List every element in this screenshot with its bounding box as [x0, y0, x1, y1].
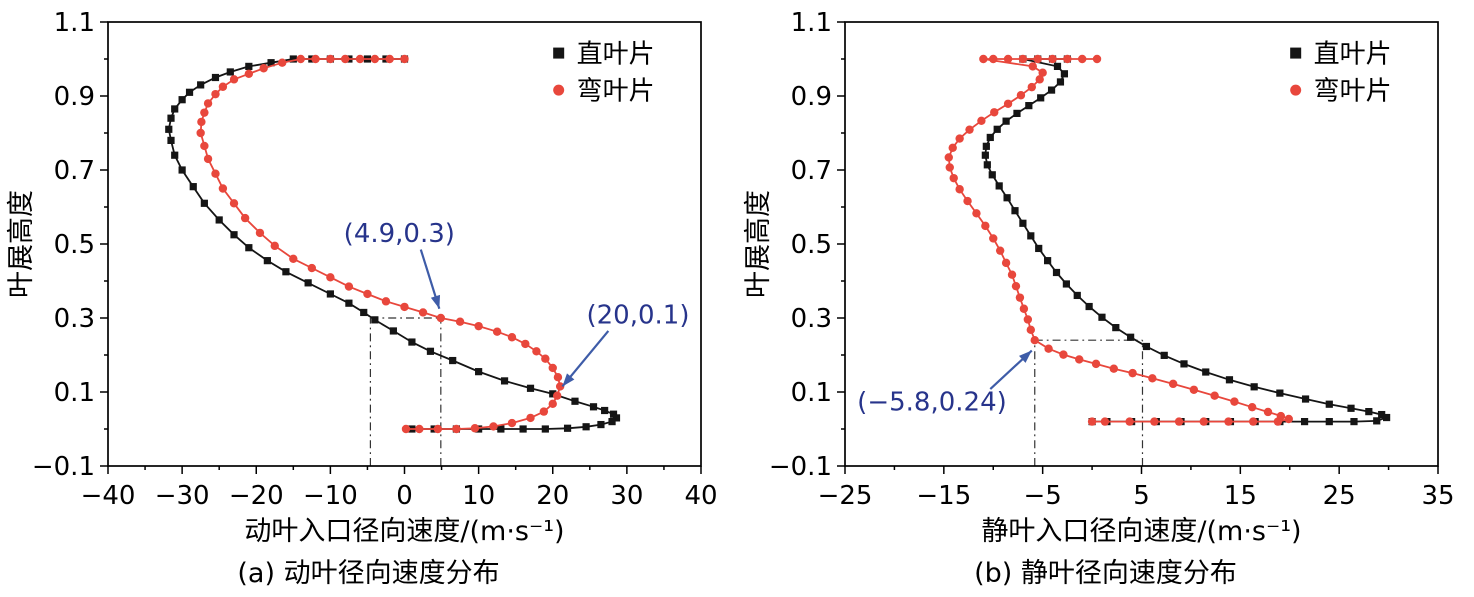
- svg-text:−25: −25: [818, 481, 873, 511]
- chart-a: −40 −30 −20 −10 0 10 20 30 40 −0.1 0.1 0.3 0.5 0.7 0.9…: [6, 8, 718, 589]
- legend-label: 直叶片: [577, 40, 655, 70]
- y-axis-title: 叶展高度: [743, 190, 774, 298]
- guide-lines: [1034, 339, 1144, 466]
- annotation-text: (4.9,0.3): [344, 219, 455, 249]
- svg-text:−20: −20: [229, 481, 284, 511]
- svg-text:0.5: 0.5: [791, 230, 832, 260]
- guide-lines: [369, 317, 442, 466]
- svg-text:0.7: 0.7: [54, 156, 95, 186]
- legend-label: 弯叶片: [577, 77, 655, 107]
- x-axis-labels: −40 −30 −20 −10 0 10 20 30 40: [81, 481, 718, 511]
- svg-text:40: 40: [684, 481, 717, 511]
- y-axis: [100, 21, 108, 467]
- annotation: (20,0.1): [561, 300, 690, 388]
- annotation-text: (20,0.1): [587, 300, 690, 330]
- svg-text:0.1: 0.1: [54, 378, 95, 408]
- series-straight-blade: [981, 55, 1391, 426]
- legend-marker-circle: [553, 84, 565, 96]
- chart-a-caption: (a) 动叶径向速度分布: [237, 558, 500, 589]
- svg-text:0.3: 0.3: [791, 304, 832, 334]
- svg-text:1.1: 1.1: [54, 8, 95, 38]
- annotation: (−5.8,0.24): [857, 349, 1033, 417]
- svg-text:−0.1: −0.1: [769, 452, 832, 482]
- svg-text:−15: −15: [916, 481, 971, 511]
- y-axis: [837, 21, 845, 467]
- series-bent-blade: [196, 54, 565, 434]
- series-bent-blade: [944, 54, 1293, 426]
- svg-text:5: 5: [1133, 481, 1150, 511]
- x-axis-title: 动叶入口径向速度/(m·s⁻¹): [244, 516, 564, 547]
- svg-text:−40: −40: [81, 481, 136, 511]
- svg-text:10: 10: [462, 481, 495, 511]
- chart-b-canvas: −25 −15 −5 5 15 25 35 −0.1 0.1 0.3 0.5 0.7 0.9 1.1 静叶入…: [743, 8, 1455, 547]
- svg-text:35: 35: [1421, 481, 1454, 511]
- x-axis-title: 静叶入口径向速度/(m·s⁻¹): [981, 516, 1301, 547]
- x-axis-labels: −25 −15 −5 5 15 25 35: [818, 481, 1455, 511]
- y-axis-title: 叶展高度: [6, 190, 37, 298]
- svg-text:0.7: 0.7: [791, 156, 832, 186]
- svg-text:−10: −10: [303, 481, 358, 511]
- svg-text:0.5: 0.5: [54, 230, 95, 260]
- svg-text:−5: −5: [1024, 481, 1062, 511]
- svg-text:0: 0: [396, 481, 413, 511]
- svg-text:25: 25: [1323, 481, 1356, 511]
- legend-label: 弯叶片: [1314, 77, 1392, 107]
- svg-text:15: 15: [1224, 481, 1257, 511]
- svg-text:30: 30: [610, 481, 643, 511]
- svg-text:−30: −30: [155, 481, 210, 511]
- svg-text:0.1: 0.1: [791, 378, 832, 408]
- chart-a-canvas: −40 −30 −20 −10 0 10 20 30 40 −0.1 0.1 0.3 0.5 0.7 0.9…: [6, 8, 718, 547]
- legend-marker-circle: [1290, 84, 1302, 96]
- annotation-text: (−5.8,0.24): [857, 387, 1007, 417]
- chart-b: −25 −15 −5 5 15 25 35 −0.1 0.1 0.3 0.5 0.7 0.9 1.1 静叶入…: [737, 0, 1474, 597]
- svg-text:0.9: 0.9: [791, 82, 832, 112]
- svg-text:1.1: 1.1: [791, 8, 832, 38]
- svg-text:20: 20: [536, 481, 569, 511]
- legend-marker-square: [1290, 47, 1302, 59]
- y-axis-labels: −0.1 0.1 0.3 0.5 0.7 0.9 1.1: [769, 8, 832, 482]
- series-straight-blade: [165, 55, 621, 433]
- svg-text:0.9: 0.9: [54, 82, 95, 112]
- x-axis: [844, 466, 1439, 474]
- legend-label: 直叶片: [1314, 40, 1392, 70]
- legend-marker-square: [553, 47, 565, 59]
- svg-text:0.3: 0.3: [54, 304, 95, 334]
- x-axis: [107, 466, 702, 474]
- svg-text:−0.1: −0.1: [32, 452, 95, 482]
- chart-b-caption: (b) 静叶径向速度分布: [974, 558, 1237, 589]
- y-axis-labels: −0.1 0.1 0.3 0.5 0.7 0.9 1.1: [32, 8, 95, 482]
- annotation: (4.9,0.3): [344, 219, 455, 310]
